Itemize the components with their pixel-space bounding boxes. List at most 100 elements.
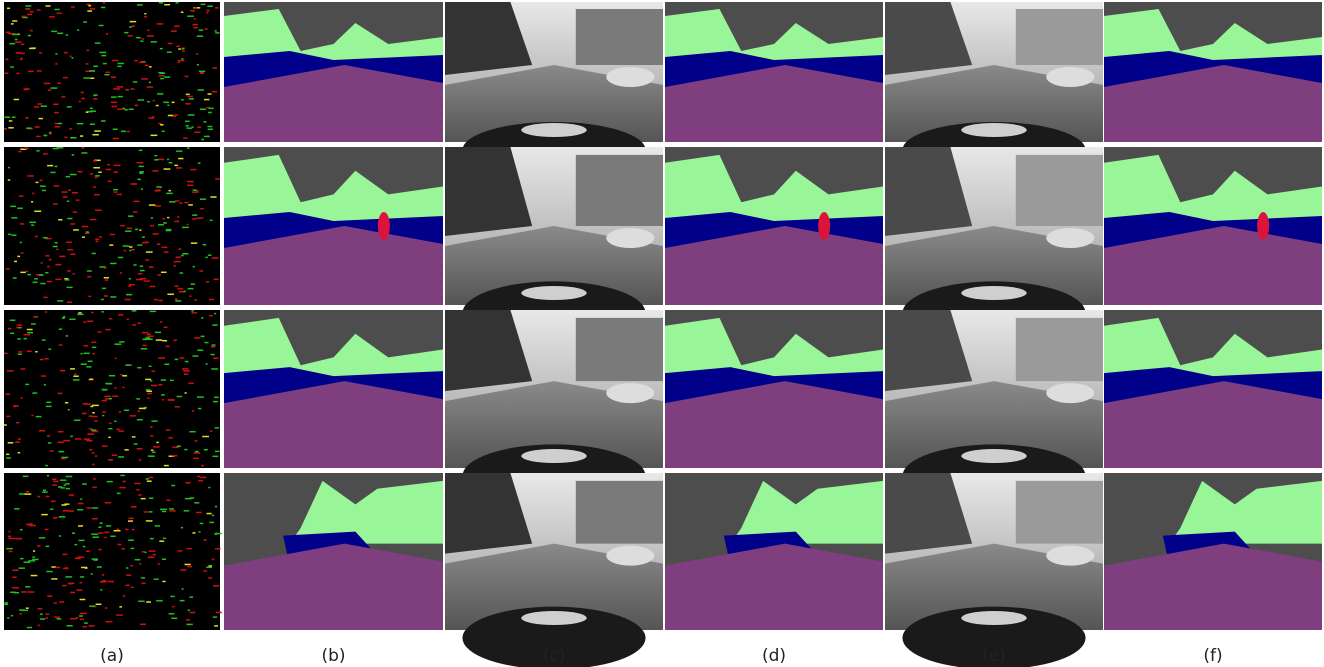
event-pixel	[173, 340, 176, 342]
event-pixel	[103, 2, 105, 4]
event-pixel	[86, 111, 89, 113]
event-pixel	[158, 300, 162, 302]
event-pixel	[161, 394, 165, 396]
event-pixel	[77, 314, 83, 316]
event-pixel	[215, 427, 219, 429]
event-pixel	[92, 518, 98, 520]
event-pixel	[208, 487, 210, 489]
event-pixel	[51, 578, 57, 580]
event-pixel	[11, 615, 13, 617]
event-pixel	[78, 171, 83, 173]
event-pixel	[157, 274, 161, 276]
event-pixel	[132, 436, 136, 438]
event-pixel	[121, 548, 125, 550]
event-pixel	[11, 23, 14, 25]
event-pixel	[82, 413, 87, 415]
event-pixel	[111, 102, 117, 104]
event-pixel	[92, 464, 94, 466]
event-pixel	[124, 449, 128, 451]
event-pixel	[212, 67, 217, 69]
event-pixel	[91, 429, 96, 431]
event-pixel	[37, 9, 41, 11]
event-pixel	[119, 606, 122, 608]
event-pixel	[19, 567, 25, 569]
event-pixel	[94, 194, 100, 196]
event-pixel	[160, 73, 165, 75]
event-pixel	[192, 355, 198, 357]
event-pixel	[37, 496, 40, 498]
event-pixel	[17, 256, 20, 258]
buildings	[576, 9, 663, 65]
event-pixel	[178, 48, 181, 50]
event-pixel	[5, 59, 8, 61]
event-pixel	[42, 491, 48, 493]
event-pixel	[138, 411, 140, 413]
event-pixel	[50, 172, 55, 174]
event-pixel	[47, 266, 50, 268]
grid-cell	[885, 473, 1103, 667]
event-pixel	[174, 165, 178, 167]
event-pixel	[8, 538, 14, 540]
person-class	[378, 212, 390, 240]
event-pixel	[45, 272, 48, 274]
event-pixel	[169, 201, 176, 203]
event-pixel	[191, 283, 195, 285]
event-pixel	[39, 274, 44, 276]
event-pixel	[175, 200, 180, 202]
event-pixel	[4, 117, 10, 119]
event-pixel	[212, 456, 218, 458]
event-pixel	[145, 259, 149, 261]
event-pixel	[114, 165, 121, 167]
event-pixel	[86, 440, 92, 442]
event-pixel	[207, 5, 213, 7]
event-pixel	[168, 399, 174, 401]
event-pixel	[26, 607, 29, 609]
event-pixel	[131, 506, 137, 508]
event-pixel	[82, 483, 87, 485]
event-pixel	[135, 105, 138, 107]
event-pixel	[54, 616, 60, 618]
event-pixel	[141, 577, 145, 579]
event-pixel	[104, 537, 107, 539]
car	[1046, 546, 1094, 566]
event-pixel	[151, 449, 154, 451]
event-pixel	[55, 53, 57, 55]
event-pixel	[214, 625, 218, 627]
event-pixel	[198, 162, 201, 164]
event-pixel	[91, 312, 93, 314]
event-pixel	[108, 398, 111, 400]
event-pixel	[155, 385, 158, 387]
event-pixel	[117, 108, 123, 110]
event-pixel	[215, 506, 217, 508]
event-pixel	[120, 374, 122, 376]
event-pixel	[201, 465, 204, 467]
event-pixel	[194, 502, 199, 504]
event-pixel	[110, 263, 117, 265]
event-pixel	[54, 602, 57, 604]
event-pixel	[114, 530, 121, 532]
event-pixel	[111, 536, 116, 538]
event-pixel	[23, 476, 29, 478]
event-pixel	[140, 270, 145, 272]
event-pixel	[204, 99, 210, 101]
event-pixel	[86, 231, 89, 233]
event-pixel	[4, 424, 7, 426]
event-pixel	[215, 7, 219, 9]
car	[606, 228, 654, 248]
event-pixel	[132, 324, 136, 326]
event-pixel	[15, 39, 18, 41]
event-pixel	[73, 273, 75, 275]
event-pixel	[102, 445, 108, 447]
event-pixel	[45, 358, 49, 360]
event-pixel	[67, 200, 69, 202]
event-pixel	[149, 477, 154, 479]
event-pixel	[105, 398, 108, 400]
event-pixel	[149, 550, 156, 552]
event-pixel	[87, 10, 92, 12]
event-pixel	[194, 131, 200, 133]
event-pixel	[95, 177, 98, 179]
event-pixel	[204, 449, 208, 451]
event-pixel	[92, 347, 96, 349]
event-pixel	[157, 23, 164, 25]
event-pixel	[41, 105, 47, 107]
